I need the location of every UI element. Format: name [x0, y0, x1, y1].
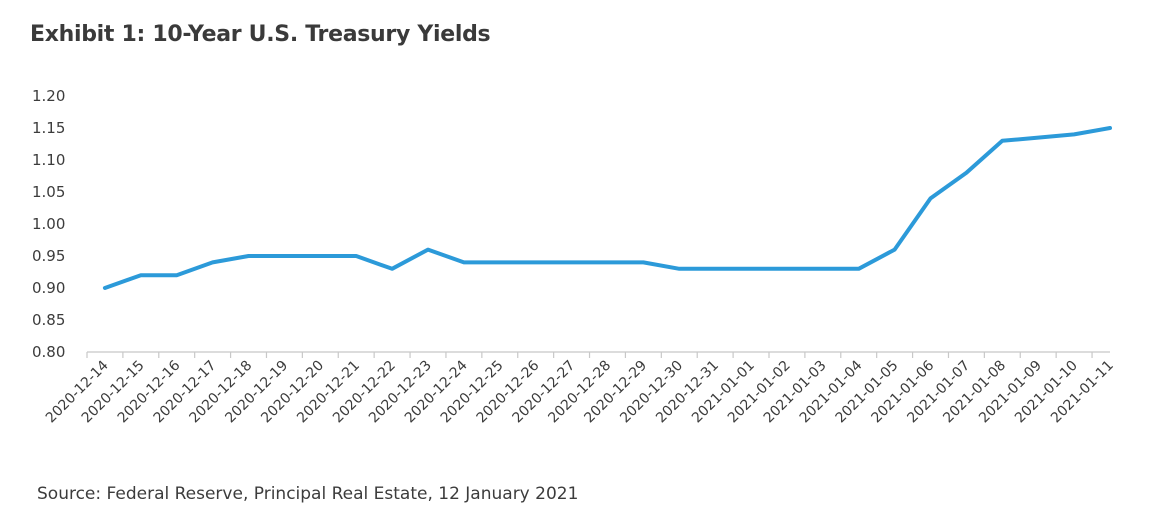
y-axis: 1.20 1.15 1.10 1.05 1.00 0.95 0.90 0.85 0.80	[32, 87, 65, 361]
line-chart: 1.20 1.15 1.10 1.05 1.00 0.95 0.90 0.85 0.80 202…	[32, 87, 1117, 426]
x-axis: 2020-12-142020-12-152020-12-162020-12-17…	[43, 352, 1117, 426]
y-tick-label: 0.85	[32, 311, 65, 329]
y-tick-label: 1.15	[32, 119, 65, 137]
chart-title: Exhibit 1: 10-Year U.S. Treasury Yields	[30, 22, 491, 47]
y-tick-label: 1.05	[32, 183, 65, 201]
source-note: Source: Federal Reserve, Principal Real …	[37, 484, 579, 504]
y-tick-label: 0.80	[32, 343, 65, 361]
y-tick-label: 0.90	[32, 279, 65, 297]
y-tick-label: 0.95	[32, 247, 65, 265]
y-tick-label: 1.20	[32, 87, 65, 105]
y-tick-label: 1.10	[32, 151, 65, 169]
y-tick-label: 1.00	[32, 215, 65, 233]
yield-series-line	[102, 126, 1112, 290]
